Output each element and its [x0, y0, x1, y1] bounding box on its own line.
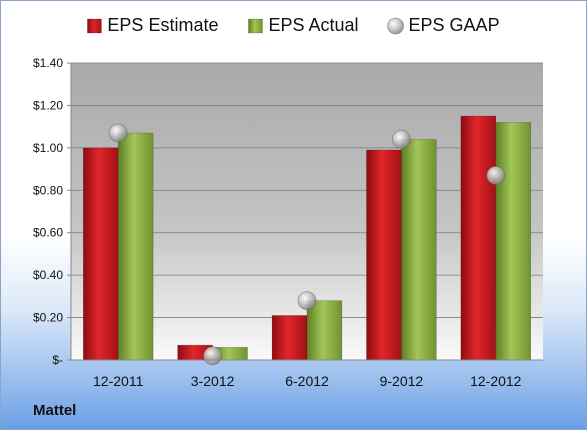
y-tick-label: $0.80 — [33, 183, 63, 197]
marker-eps-gaap — [486, 166, 506, 185]
legend-label-eps-actual: EPS Actual — [268, 15, 358, 35]
legend-swatch-eps-estimate — [87, 18, 102, 34]
x-tick-label: 6-2012 — [285, 373, 329, 389]
bar-eps-estimate — [82, 147, 119, 361]
legend-swatch-eps-actual — [248, 18, 263, 34]
y-tick-label: $1.40 — [33, 56, 63, 70]
y-tick-label: $0.40 — [33, 268, 63, 282]
bar-eps-actual — [117, 132, 154, 361]
x-tick-label: 3-2012 — [191, 373, 235, 389]
y-tick-label: $0.20 — [33, 311, 63, 325]
y-tick-label: $1.20 — [33, 98, 63, 112]
bar-eps-estimate — [460, 115, 497, 361]
x-tick-label: 12-2011 — [93, 373, 144, 389]
bar-eps-actual — [495, 122, 532, 361]
company-name: Mattel — [33, 402, 77, 419]
marker-eps-gaap — [391, 129, 411, 149]
bar-eps-actual — [306, 300, 343, 361]
legend: EPS Estimate EPS Actual EPS GAAP — [87, 15, 500, 35]
x-tick-label: 9-2012 — [380, 373, 424, 389]
marker-eps-gaap — [203, 346, 223, 366]
marker-eps-gaap — [108, 123, 128, 143]
marker-eps-gaap — [297, 291, 317, 311]
legend-label-eps-estimate: EPS Estimate — [107, 15, 218, 35]
y-tick-label: $0.60 — [33, 226, 63, 240]
bar-eps-estimate — [271, 315, 308, 361]
legend-swatch-eps-gaap — [387, 17, 404, 35]
bar-eps-estimate — [366, 149, 402, 361]
bar-eps-actual — [401, 139, 437, 361]
y-tick-label: $- — [52, 353, 63, 367]
x-tick-label: 12-2012 — [470, 373, 522, 389]
y-tick-label: $1.00 — [33, 141, 63, 155]
legend-label-eps-gaap: EPS GAAP — [409, 15, 500, 35]
